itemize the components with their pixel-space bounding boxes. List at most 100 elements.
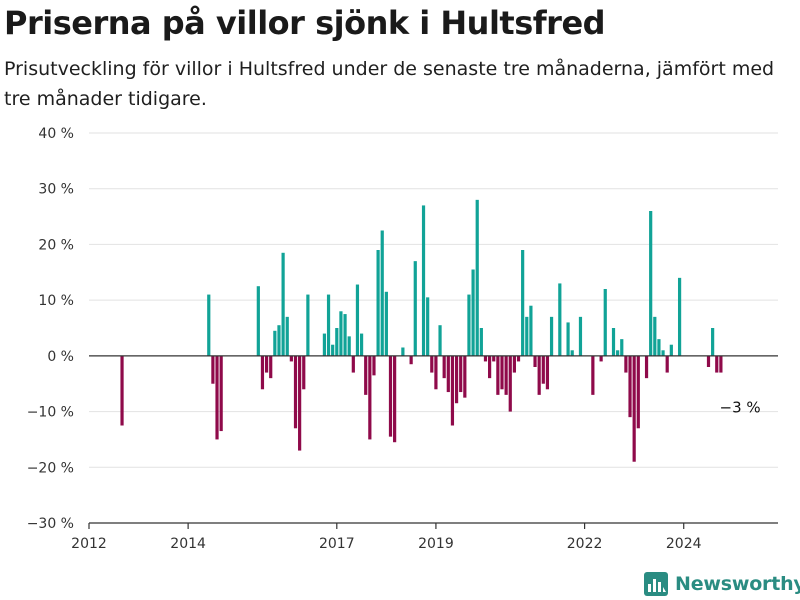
bar	[632, 355, 636, 462]
bar	[306, 294, 310, 356]
bar	[438, 325, 442, 356]
bar	[512, 355, 516, 373]
bar	[372, 355, 376, 376]
bar	[215, 355, 219, 440]
bar	[479, 328, 483, 356]
bar	[293, 355, 298, 429]
bar	[636, 355, 640, 429]
y-tick-label: −30 %	[27, 516, 74, 532]
bar	[492, 355, 496, 362]
bar	[471, 269, 475, 356]
bar	[488, 355, 492, 379]
brand-name: Newsworthy	[675, 573, 800, 595]
bar	[529, 305, 533, 356]
bar	[351, 355, 355, 373]
y-tick-label: 40 %	[38, 126, 74, 142]
bar	[616, 350, 620, 356]
bar	[446, 355, 450, 393]
bar	[537, 355, 541, 395]
y-axis-tick-labels: −30 % −20 % −10 % 0 % 10 % 20 % 30 % 40 %	[27, 126, 74, 532]
bar	[335, 328, 339, 356]
bar	[364, 355, 368, 395]
x-tick-label: 2014	[170, 536, 206, 552]
bar	[409, 355, 413, 365]
bar	[467, 294, 471, 356]
bar	[578, 316, 583, 356]
bar	[331, 344, 335, 356]
bar	[454, 355, 459, 404]
bar	[376, 250, 380, 356]
x-tick-label: 2024	[666, 536, 702, 552]
bar	[644, 355, 649, 379]
bar	[496, 355, 500, 395]
bar	[525, 316, 529, 356]
x-tick-label: 2019	[418, 536, 454, 552]
bar	[611, 328, 616, 356]
bar	[413, 261, 417, 356]
bar	[207, 294, 211, 356]
bar	[380, 230, 384, 356]
bar	[302, 355, 306, 390]
bar	[347, 336, 351, 356]
bar	[603, 289, 607, 356]
bar	[355, 284, 360, 356]
bar	[657, 339, 661, 356]
bar	[665, 355, 669, 373]
bar	[277, 325, 281, 356]
x-tick-label: 2022	[567, 536, 603, 552]
bar	[322, 333, 327, 356]
bars	[120, 199, 723, 462]
bar	[599, 355, 603, 362]
x-axis	[89, 355, 778, 524]
bar	[715, 355, 719, 373]
y-tick-label: 0 %	[47, 349, 74, 365]
bar	[256, 286, 260, 356]
bar	[649, 211, 653, 356]
bar	[706, 355, 711, 367]
bar	[620, 339, 624, 356]
bar	[459, 355, 463, 393]
bar	[388, 355, 393, 437]
bar	[273, 330, 277, 356]
bar	[591, 355, 595, 395]
bar	[442, 355, 446, 379]
y-tick-label: −20 %	[27, 460, 74, 476]
bar	[285, 316, 289, 356]
bar	[521, 250, 525, 356]
y-tick-label: 10 %	[38, 293, 74, 309]
bar	[661, 350, 665, 356]
bar	[264, 355, 269, 373]
bar	[558, 283, 562, 356]
bar	[393, 355, 397, 443]
bar	[549, 316, 554, 356]
bar	[533, 355, 537, 367]
bar	[508, 355, 512, 412]
bar	[566, 322, 570, 356]
bar	[570, 350, 574, 356]
y-tick-label: 30 %	[38, 182, 74, 198]
bar	[500, 355, 504, 390]
bar	[719, 355, 723, 373]
bar	[475, 199, 479, 356]
bar	[298, 355, 302, 451]
bar	[421, 205, 426, 356]
bar	[653, 316, 657, 356]
x-tick-label: 2012	[71, 536, 107, 552]
bar	[368, 355, 372, 440]
bar	[260, 355, 265, 390]
bar	[545, 355, 550, 390]
bar	[434, 355, 438, 390]
bar	[624, 355, 628, 373]
bar	[219, 355, 223, 432]
bar	[281, 252, 285, 356]
bar	[384, 291, 388, 356]
bar	[359, 333, 364, 356]
bar	[426, 297, 430, 356]
bar-chart-logo-icon	[644, 572, 668, 596]
x-axis-tick-labels: 2012 2014 2017 2019 2022 2024	[71, 523, 702, 552]
y-tick-label: 20 %	[38, 237, 74, 253]
annotation-label: −3 %	[720, 399, 761, 417]
chart-subtitle: Prisutveckling för villor i Hultsfred un…	[4, 58, 775, 110]
bar	[211, 355, 215, 384]
bar	[516, 355, 521, 362]
